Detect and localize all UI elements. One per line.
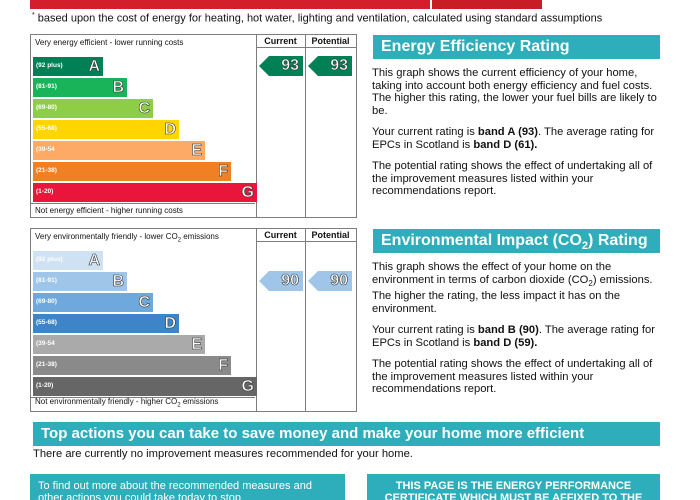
column-divider <box>305 35 306 217</box>
paragraph: Your current rating is band B (90). The … <box>372 324 655 349</box>
paragraph: This graph shows the current efficiency … <box>372 67 657 117</box>
band-range-label: (92 plus) <box>36 256 63 263</box>
rating-band-b: (81-91) B <box>33 78 127 97</box>
footnote: * based upon the cost of energy for heat… <box>32 12 602 25</box>
environmental-impact-chart: Very environmentally friendly - lower CO… <box>30 228 357 412</box>
current-rating-arrow: 93 <box>259 56 303 76</box>
rating-band-d: (55-68) D <box>33 120 179 139</box>
environmental-impact-title: Environmental Impact (CO2) Rating <box>373 229 660 253</box>
band-letter: A <box>88 252 100 270</box>
band-range-label: (69-80) <box>36 104 57 111</box>
current-column-header: Current <box>264 230 297 240</box>
band-range-label: (1-20) <box>36 382 54 389</box>
band-letter: E <box>191 336 202 354</box>
footnote-marker: * <box>32 12 35 19</box>
band-letter: F <box>218 357 228 375</box>
potential-rating-value: 90 <box>330 272 348 290</box>
energy-efficiency-description: This graph shows the current efficiency … <box>372 67 664 207</box>
band-range-label: (21-38) <box>36 167 57 174</box>
top-actions-title: Top actions you can take to save money a… <box>33 422 660 446</box>
rating-band-f: (21-38) F <box>33 162 231 181</box>
energy-efficiency-title: Energy Efficiency Rating <box>373 35 660 59</box>
column-divider <box>256 35 257 217</box>
band-range-label: (81-91) <box>36 83 57 90</box>
band-letter: E <box>191 142 202 160</box>
band-letter: B <box>112 273 124 291</box>
chart-bottom-label: Not environmentally friendly - higher CO… <box>35 397 219 409</box>
band-range-label: (69-80) <box>36 298 57 305</box>
paragraph: This graph shows the effect of your home… <box>372 261 653 315</box>
chart-bottom-rule <box>31 397 255 398</box>
rating-band-a: (92 plus) A <box>33 251 103 270</box>
current-column-header: Current <box>264 36 297 46</box>
paragraph: The potential rating shows the effect of… <box>372 358 653 396</box>
band-range-label: (55-68) <box>36 319 57 326</box>
header-rule <box>256 47 356 48</box>
chart-top-label: Very environmentally friendly - lower CO… <box>35 232 219 244</box>
band-letter: D <box>164 121 176 139</box>
environmental-impact-description: This graph shows the effect of your home… <box>372 261 664 405</box>
potential-column-header: Potential <box>311 36 350 46</box>
current-rating-arrow: 90 <box>259 271 303 291</box>
rating-band-g: (1-20) G <box>33 377 257 396</box>
column-divider <box>305 229 306 411</box>
band-letter: G <box>241 378 254 396</box>
top-banner <box>30 0 542 9</box>
header-rule <box>256 241 356 242</box>
energy-efficiency-chart: Very energy efficient - lower running co… <box>30 34 357 218</box>
band-range-label: (39-54 <box>36 146 55 153</box>
current-rating-value: 90 <box>281 272 299 290</box>
rating-band-b: (81-91) B <box>33 272 127 291</box>
band-range-label: (21-38) <box>36 361 57 368</box>
band-range-label: (55-68) <box>36 125 57 132</box>
column-divider <box>256 229 257 411</box>
rating-band-d: (55-68) D <box>33 314 179 333</box>
top-banner-segment <box>430 0 542 9</box>
rating-band-c: (69-80) C <box>33 99 153 118</box>
paragraph: The potential rating shows the effect of… <box>372 160 653 197</box>
band-letter: F <box>218 163 228 181</box>
band-letter: G <box>241 184 254 202</box>
band-range-label: (92 plus) <box>36 62 63 69</box>
band-letter: C <box>138 100 150 118</box>
potential-rating-arrow: 93 <box>308 56 352 76</box>
potential-column-header: Potential <box>311 230 350 240</box>
paragraph: Your current rating is band A (93). The … <box>372 126 655 151</box>
band-range-label: (39-54 <box>36 340 55 347</box>
rating-band-a: (92 plus) A <box>33 57 103 76</box>
chart-bottom-rule <box>31 203 255 204</box>
rating-band-c: (69-80) C <box>33 293 153 312</box>
chart-bottom-label: Not energy efficient - higher running co… <box>35 206 183 215</box>
chart-top-label: Very energy efficient - lower running co… <box>35 38 184 47</box>
band-range-label: (81-91) <box>36 277 57 284</box>
current-rating-value: 93 <box>281 57 299 75</box>
band-letter: D <box>164 315 176 333</box>
recommendations-info-box: To find out more about the recommended m… <box>30 474 345 500</box>
footnote-text: based upon the cost of energy for heatin… <box>37 12 603 25</box>
band-letter: C <box>138 294 150 312</box>
rating-band-e: (39-54 E <box>33 335 205 354</box>
band-letter: B <box>112 79 124 97</box>
potential-rating-arrow: 90 <box>308 271 352 291</box>
rating-band-g: (1-20) G <box>33 183 257 202</box>
rating-band-f: (21-38) F <box>33 356 231 375</box>
rating-band-e: (39-54 E <box>33 141 205 160</box>
top-actions-text: There are currently no improvement measu… <box>33 448 413 460</box>
band-range-label: (1-20) <box>36 188 54 195</box>
certificate-notice-box: THIS PAGE IS THE ENERGY PERFORMANCE CERT… <box>367 474 660 500</box>
potential-rating-value: 93 <box>330 57 348 75</box>
band-letter: A <box>88 58 100 76</box>
